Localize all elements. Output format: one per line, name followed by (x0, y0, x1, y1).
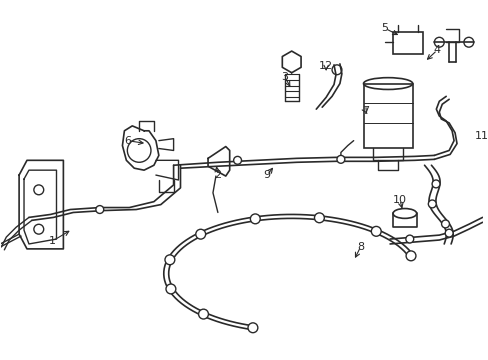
Circle shape (431, 180, 439, 188)
Bar (363, 84, 412, 148)
Circle shape (195, 229, 205, 239)
Circle shape (314, 213, 324, 223)
Circle shape (96, 206, 103, 213)
Circle shape (164, 255, 174, 265)
Text: 11: 11 (474, 131, 488, 141)
Circle shape (444, 229, 452, 237)
Text: 8: 8 (356, 242, 364, 252)
Text: 12: 12 (319, 61, 332, 71)
Text: 2: 2 (214, 170, 221, 180)
Circle shape (441, 220, 448, 228)
Circle shape (405, 235, 413, 243)
Text: 5: 5 (381, 23, 388, 33)
Text: 7: 7 (361, 106, 368, 116)
Circle shape (247, 323, 257, 333)
Text: 10: 10 (392, 195, 406, 205)
Bar (392, 32, 422, 54)
Circle shape (336, 156, 344, 163)
Circle shape (165, 284, 176, 294)
Text: 3: 3 (281, 72, 288, 82)
Circle shape (405, 251, 415, 261)
Text: 4: 4 (433, 45, 440, 55)
Text: 6: 6 (123, 136, 131, 146)
Circle shape (198, 309, 208, 319)
Text: 1: 1 (49, 236, 56, 246)
Circle shape (370, 226, 381, 236)
Circle shape (233, 156, 241, 164)
Circle shape (427, 200, 435, 208)
Circle shape (250, 214, 260, 224)
Text: 9: 9 (263, 170, 270, 180)
